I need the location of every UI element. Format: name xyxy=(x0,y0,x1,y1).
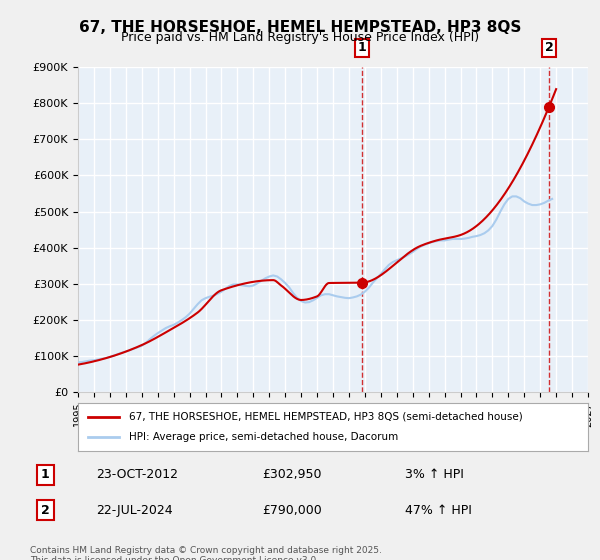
Text: 2: 2 xyxy=(545,41,553,54)
Text: 2: 2 xyxy=(41,503,50,517)
Text: Price paid vs. HM Land Registry's House Price Index (HPI): Price paid vs. HM Land Registry's House … xyxy=(121,31,479,44)
Text: £790,000: £790,000 xyxy=(262,503,322,517)
Text: 23-OCT-2012: 23-OCT-2012 xyxy=(96,468,178,482)
Text: 1: 1 xyxy=(358,41,366,54)
Text: 67, THE HORSESHOE, HEMEL HEMPSTEAD, HP3 8QS: 67, THE HORSESHOE, HEMEL HEMPSTEAD, HP3 … xyxy=(79,20,521,35)
Text: HPI: Average price, semi-detached house, Dacorum: HPI: Average price, semi-detached house,… xyxy=(129,432,398,442)
Text: 1: 1 xyxy=(41,468,50,482)
Text: 67, THE HORSESHOE, HEMEL HEMPSTEAD, HP3 8QS (semi-detached house): 67, THE HORSESHOE, HEMEL HEMPSTEAD, HP3 … xyxy=(129,412,523,422)
Text: £302,950: £302,950 xyxy=(262,468,322,482)
Text: 22-JUL-2024: 22-JUL-2024 xyxy=(96,503,173,517)
Text: 3% ↑ HPI: 3% ↑ HPI xyxy=(406,468,464,482)
Text: Contains HM Land Registry data © Crown copyright and database right 2025.
This d: Contains HM Land Registry data © Crown c… xyxy=(30,546,382,560)
Text: 47% ↑ HPI: 47% ↑ HPI xyxy=(406,503,472,517)
